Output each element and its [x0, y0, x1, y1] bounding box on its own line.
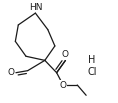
Text: O: O — [8, 68, 15, 77]
Text: Cl: Cl — [87, 67, 97, 77]
Text: H: H — [88, 55, 96, 65]
Text: HN: HN — [29, 3, 42, 12]
Text: O: O — [62, 50, 69, 59]
Text: O: O — [60, 81, 67, 90]
